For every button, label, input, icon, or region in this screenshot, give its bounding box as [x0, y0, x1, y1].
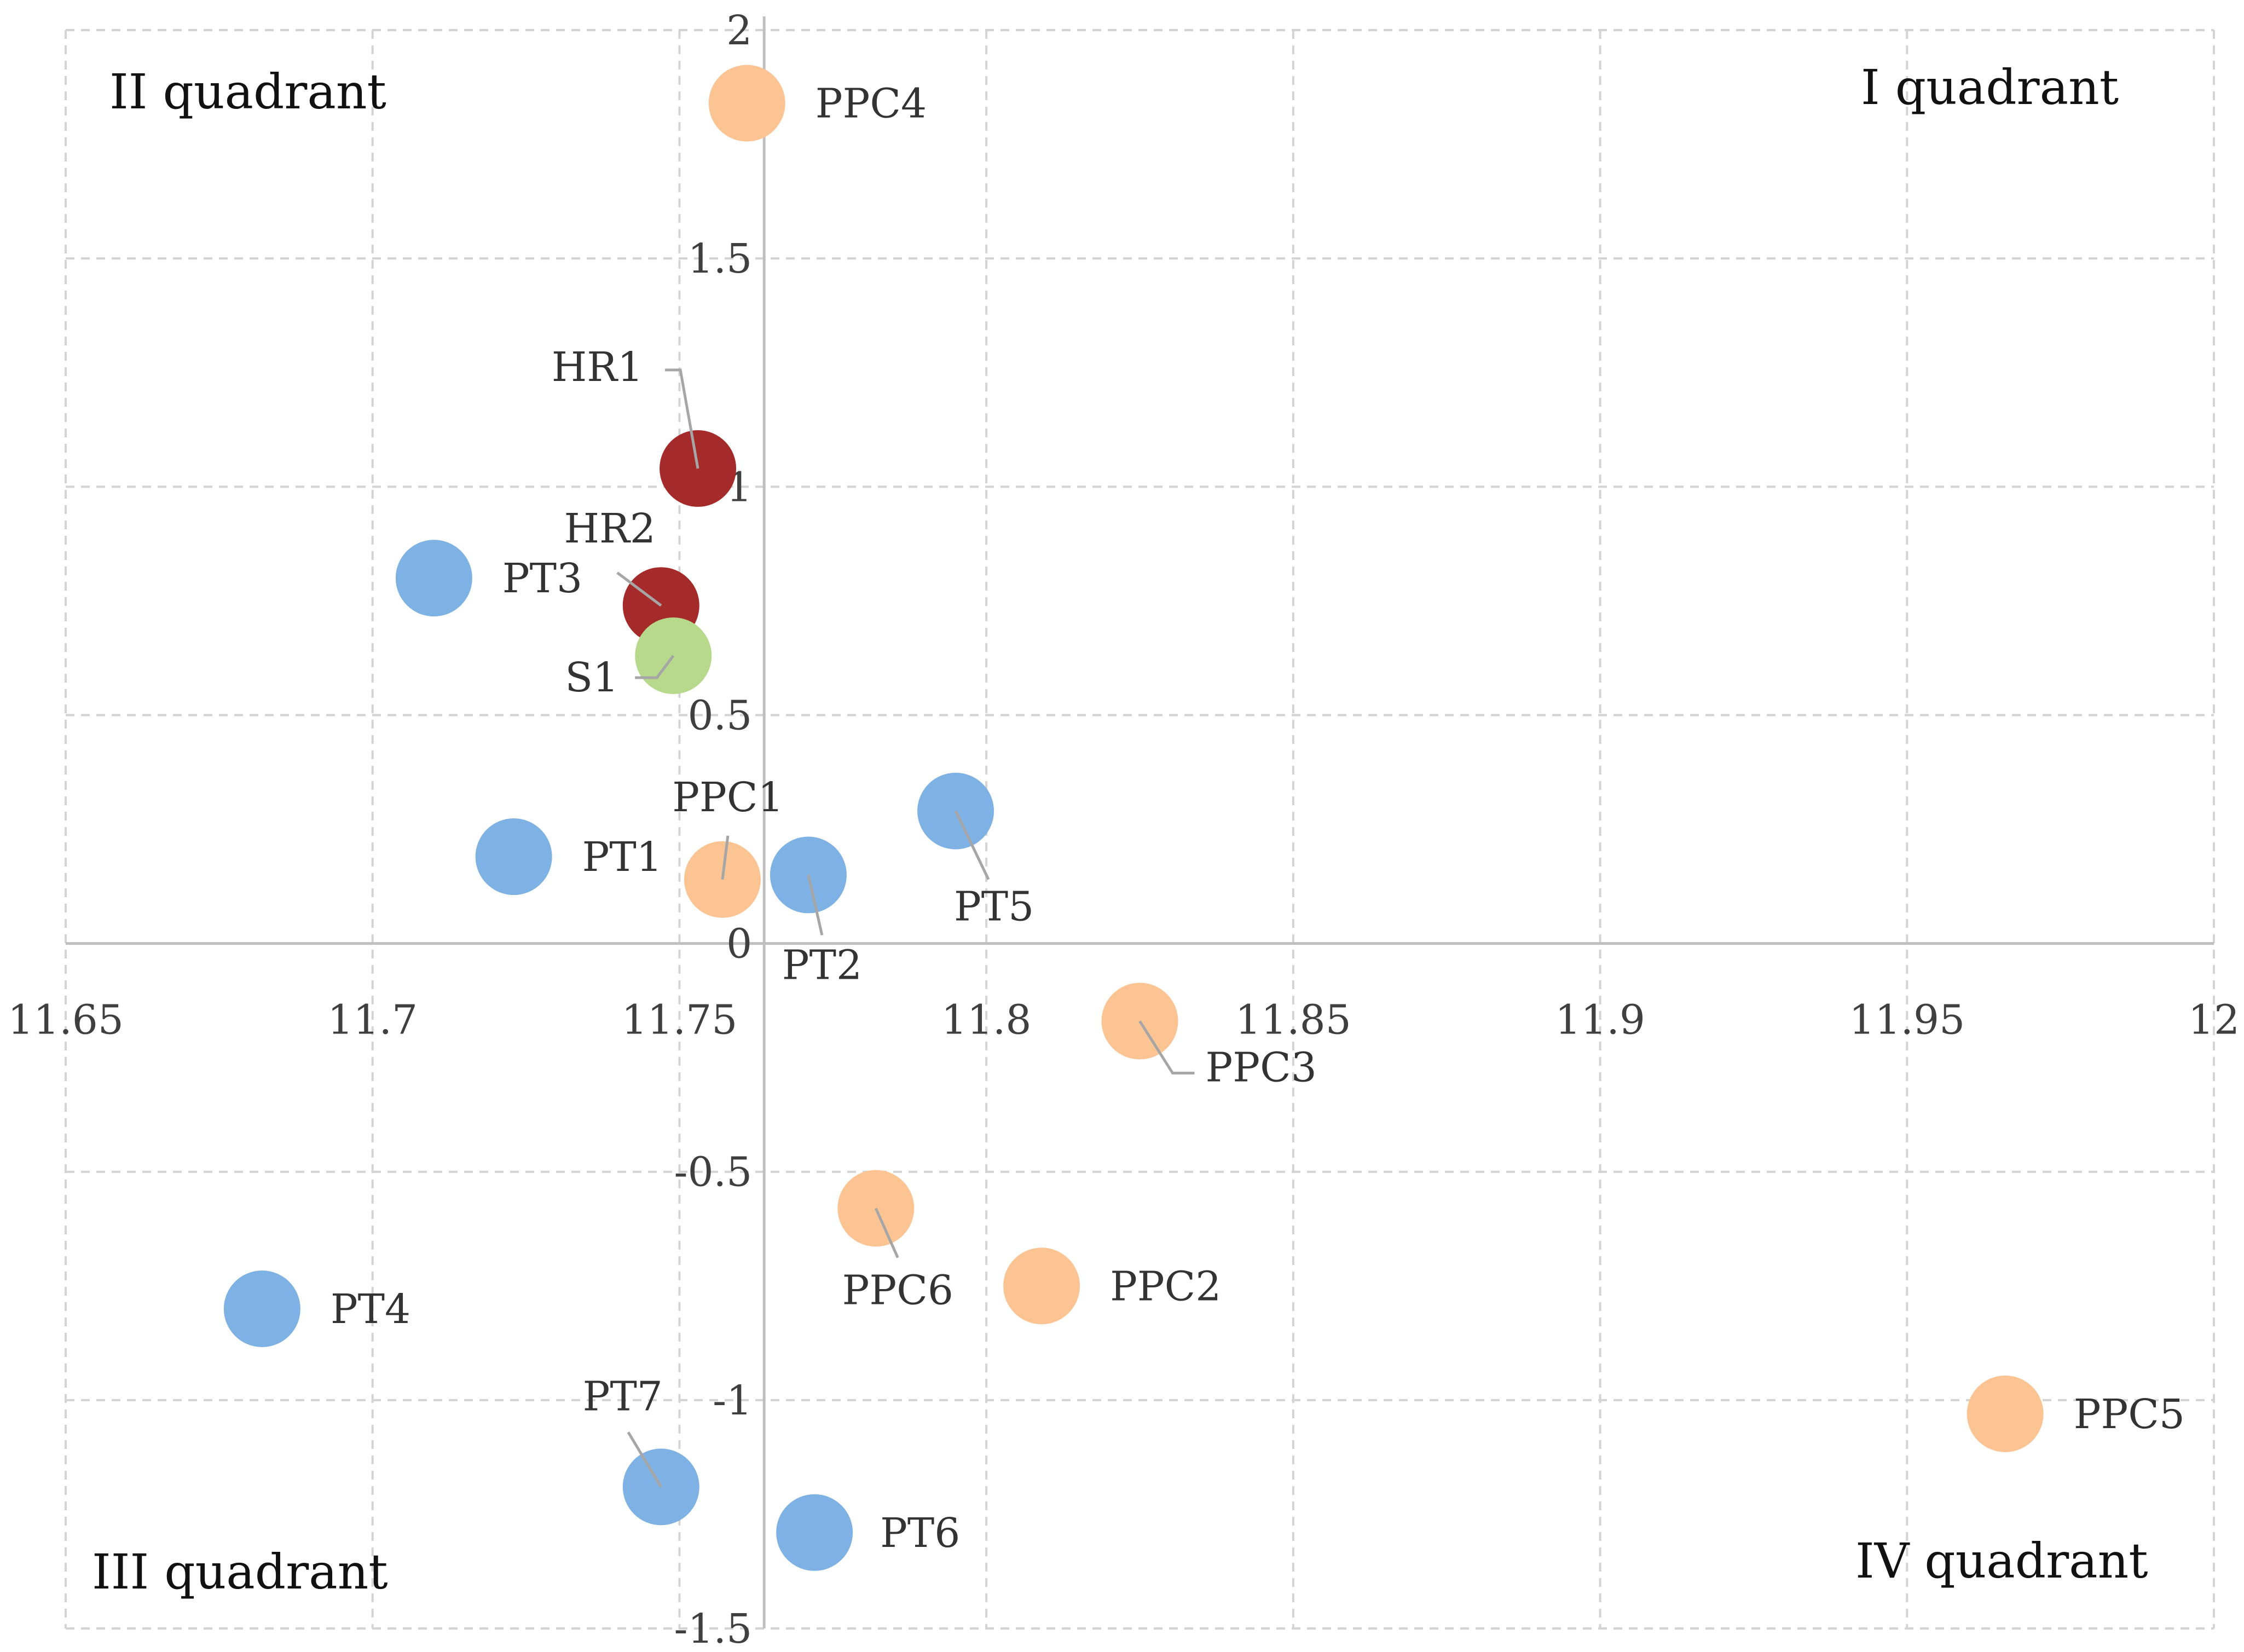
x-tick-label: 11.8 — [941, 997, 1032, 1044]
leader-line — [635, 655, 675, 679]
point-label: PPC3 — [1206, 1044, 1317, 1091]
point-label: PPC4 — [816, 80, 927, 127]
data-point-ppc2 — [1003, 1247, 1080, 1325]
leader-line — [721, 835, 730, 880]
data-point-pt4 — [223, 1270, 300, 1347]
quadrant-iii-label: III quadrant — [92, 1544, 388, 1600]
quadrant-ii-label: II quadrant — [109, 63, 386, 120]
tick-labels: 11.65 11.7 11.75 11.8 11.85 11.9 11.95 1221.510… — [8, 7, 2240, 1652]
x-tick-label: 11.65 — [8, 997, 124, 1044]
point-label: PT5 — [954, 883, 1034, 931]
y-tick-label: 2 — [726, 7, 752, 54]
x-tick-label: 11.9 — [1555, 997, 1645, 1044]
x-tick-label: 11.75 — [621, 997, 737, 1044]
leader-line — [954, 810, 990, 880]
point-label: PPC6 — [842, 1267, 953, 1314]
y-tick-label: -1 — [713, 1377, 752, 1424]
data-point-pt1 — [475, 818, 552, 896]
axes-layer — [66, 16, 2214, 1628]
y-tick-label: -0.5 — [674, 1149, 752, 1196]
quadrant-i-label: I quadrant — [1861, 59, 2119, 115]
point-label: S1 — [565, 654, 618, 701]
data-points — [223, 65, 2044, 1571]
point-label: HR2 — [564, 505, 655, 552]
leader-line — [1138, 1020, 1195, 1075]
data-point-ppc5 — [1967, 1375, 2044, 1452]
point-label: PPC1 — [672, 774, 783, 821]
point-label: PPC2 — [1110, 1263, 1221, 1310]
point-label: PT4 — [331, 1286, 410, 1333]
x-tick-label: 11.95 — [1849, 997, 1965, 1044]
leader-line — [616, 571, 662, 607]
leader-line — [665, 368, 699, 469]
point-label: PT2 — [782, 941, 862, 989]
leader-lines — [616, 368, 1195, 1488]
point-label: PT7 — [583, 1373, 663, 1420]
point-label: PT1 — [582, 834, 662, 881]
y-tick-label: 1.5 — [687, 235, 752, 282]
point-label: HR1 — [552, 344, 643, 391]
point-label: PT3 — [502, 555, 582, 602]
data-point-ppc4 — [708, 65, 785, 142]
leader-line — [807, 874, 824, 935]
quadrant-iv-label: IV quadrant — [1855, 1533, 2148, 1589]
y-tick-label: 0.5 — [687, 692, 752, 739]
leader-line — [627, 1431, 662, 1488]
y-tick-label: 0 — [726, 921, 752, 968]
data-point-pt6 — [776, 1494, 853, 1571]
grid-layer — [65, 29, 2215, 1630]
point-label: PPC5 — [2074, 1391, 2185, 1438]
data-point-pt3 — [395, 540, 472, 617]
x-tick-label: 12 — [2188, 997, 2240, 1044]
leader-line — [875, 1208, 899, 1258]
x-tick-label: 11.7 — [327, 997, 418, 1044]
x-tick-label: 11.85 — [1235, 997, 1351, 1044]
point-label: PT6 — [880, 1510, 960, 1557]
y-tick-label: -1.5 — [674, 1605, 752, 1652]
